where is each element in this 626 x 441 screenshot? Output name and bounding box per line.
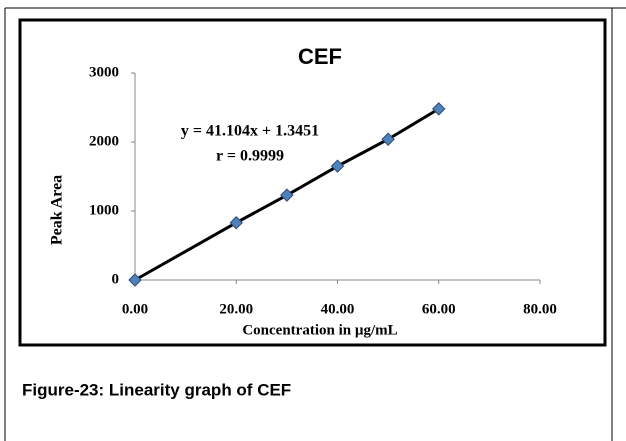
point: [381, 132, 395, 146]
equation: y = 41.104x + 1.3451: [181, 123, 319, 140]
point: [128, 273, 142, 287]
plot: 0 1000 2000 3000 0.00 20.00 40.00 60.00 80.00: [89, 64, 557, 317]
r-value: r = 0.9999: [216, 148, 284, 165]
x-axis-title: Concentration in µg/mL: [242, 322, 397, 338]
point: [330, 159, 345, 173]
trendline: [134, 107, 440, 282]
point: [229, 216, 243, 230]
x-tick-label: 80.00: [523, 301, 557, 317]
y-tick-label: 2000: [89, 133, 119, 149]
point: [280, 188, 294, 202]
x-tick-label: 60.00: [422, 301, 456, 317]
x-tick-label: 20.00: [219, 301, 253, 317]
caption: Figure-23: Linearity graph of CEF: [22, 380, 291, 399]
y-tick-label: 3000: [89, 64, 119, 80]
y-tick-label: 0: [112, 271, 120, 287]
x-tick-label: 40.00: [321, 301, 355, 317]
y-axis-title: Peak Area: [49, 175, 66, 245]
y-tick-label: 1000: [89, 202, 119, 218]
point: [432, 102, 446, 116]
x-tick-label: 0.00: [122, 301, 148, 317]
chart-border: [18, 18, 607, 347]
chart-title: CEF: [298, 44, 342, 69]
